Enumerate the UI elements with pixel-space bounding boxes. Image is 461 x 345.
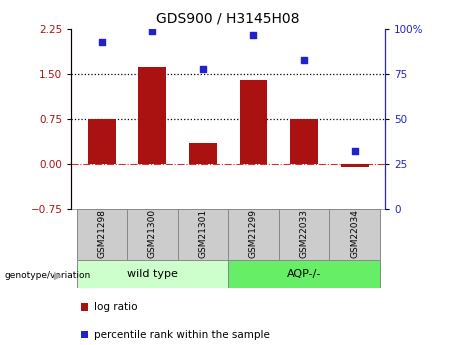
Bar [341, 164, 368, 167]
Bar [88, 119, 116, 164]
FancyBboxPatch shape [279, 209, 329, 260]
Bar [290, 119, 318, 164]
FancyBboxPatch shape [228, 209, 279, 260]
FancyBboxPatch shape [177, 209, 228, 260]
Bar [138, 67, 166, 164]
FancyBboxPatch shape [228, 260, 380, 288]
Point [199, 66, 207, 71]
FancyBboxPatch shape [77, 209, 127, 260]
Bar [240, 80, 267, 164]
Text: GSM21300: GSM21300 [148, 209, 157, 258]
Point [98, 39, 106, 45]
Text: ▶: ▶ [54, 271, 62, 281]
Text: GSM21299: GSM21299 [249, 209, 258, 258]
Text: GSM21298: GSM21298 [97, 209, 106, 258]
Text: GSM22034: GSM22034 [350, 209, 359, 258]
Title: GDS900 / H3145H08: GDS900 / H3145H08 [156, 11, 300, 26]
Point [301, 57, 308, 62]
Text: GSM21301: GSM21301 [198, 209, 207, 258]
Text: wild type: wild type [127, 269, 178, 279]
Point [250, 32, 257, 38]
Text: genotype/variation: genotype/variation [5, 272, 91, 280]
Text: percentile rank within the sample: percentile rank within the sample [94, 330, 270, 339]
FancyBboxPatch shape [329, 209, 380, 260]
Text: GSM22033: GSM22033 [300, 209, 308, 258]
Text: log ratio: log ratio [94, 302, 137, 312]
FancyBboxPatch shape [127, 209, 177, 260]
Point [351, 149, 358, 154]
Point [148, 28, 156, 34]
FancyBboxPatch shape [77, 260, 228, 288]
Bar [189, 143, 217, 164]
Text: AQP-/-: AQP-/- [287, 269, 321, 279]
